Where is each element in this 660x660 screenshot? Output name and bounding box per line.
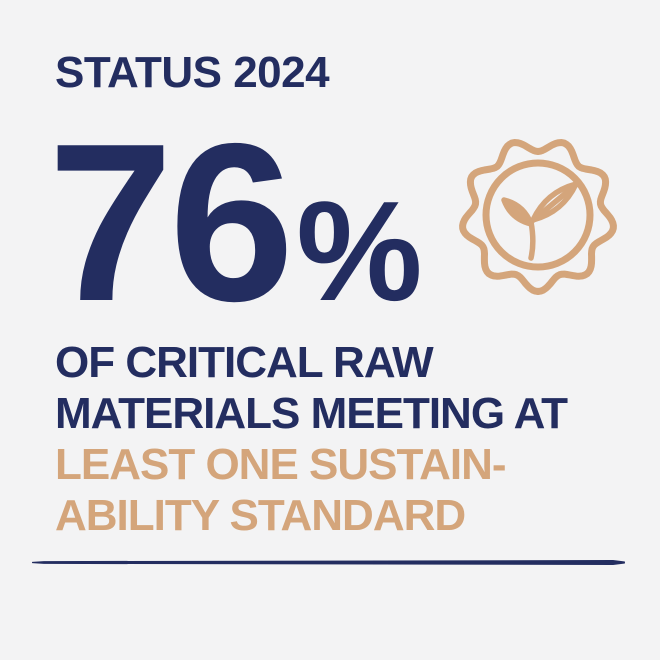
seal-wave-path <box>459 139 617 295</box>
description-line: ABILITY STANDARD <box>55 491 466 540</box>
sustainability-seal-icon <box>453 130 623 300</box>
stat-value: 76 % <box>48 110 423 335</box>
description-line: MATERIALS MEETING AT <box>55 389 568 438</box>
stat-unit: % <box>296 172 423 331</box>
description-text: OF CRITICAL RAW MATERIALS MEETING AT LEA… <box>55 337 568 541</box>
description-line: LEAST ONE SUSTAIN- <box>55 440 507 489</box>
page-title: STATUS 2024 <box>55 48 330 97</box>
stat-number: 76 <box>48 96 294 348</box>
description-line: OF CRITICAL RAW <box>55 338 434 387</box>
sprout-icon <box>501 181 579 261</box>
bottom-divider-line <box>32 560 625 565</box>
seal-inner-circle <box>482 159 594 271</box>
